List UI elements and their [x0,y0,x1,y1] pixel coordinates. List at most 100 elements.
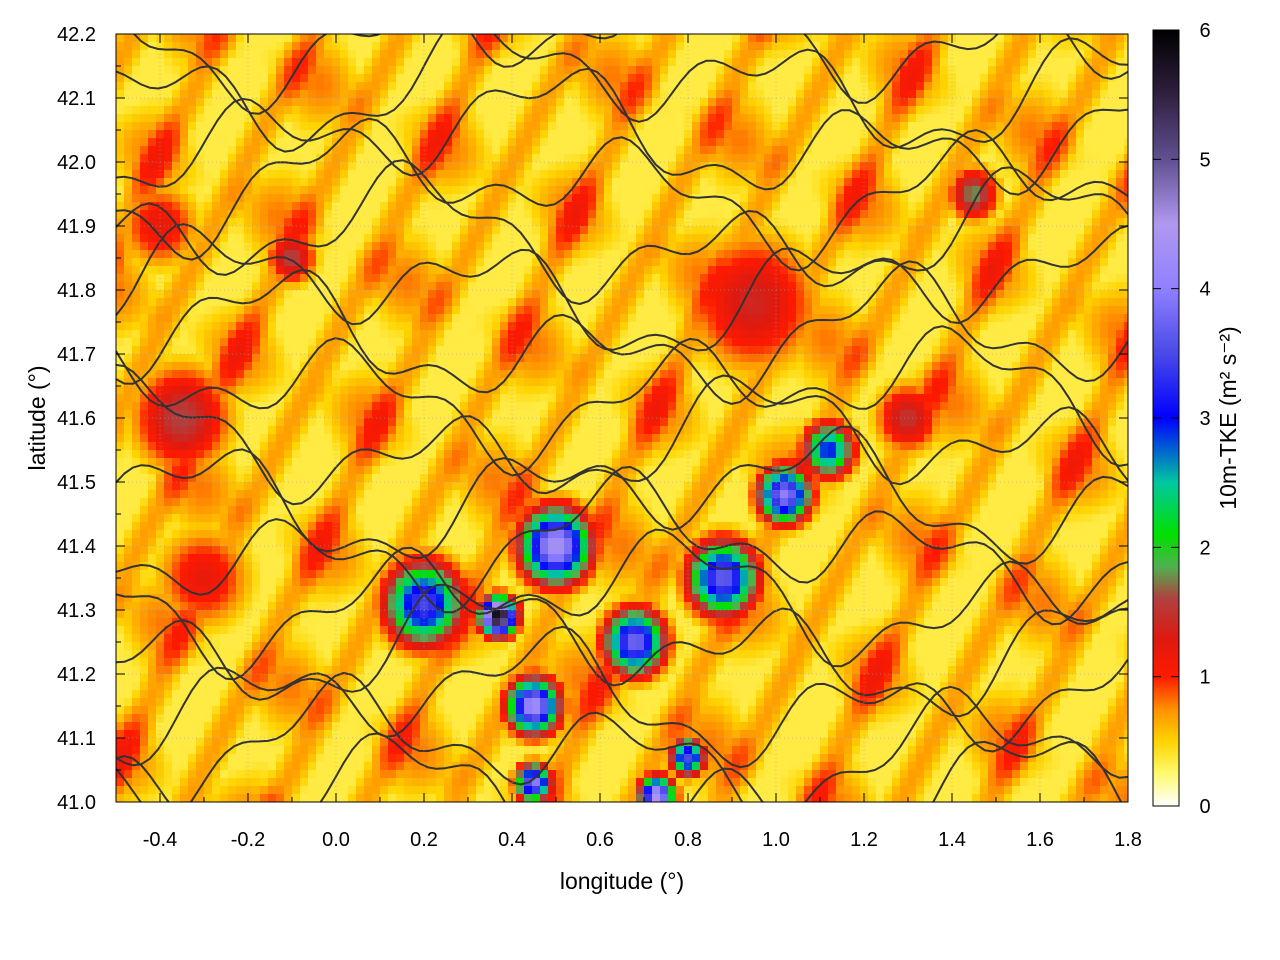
heat-cell [956,226,965,235]
heat-cell [756,338,765,347]
heat-cell [548,322,557,331]
heat-cell [412,306,421,315]
heat-cell [780,322,789,331]
heat-cell [964,138,973,147]
heat-cell [740,226,749,235]
heat-cell [364,330,373,339]
heat-cell [644,218,653,227]
heat-cell [1116,226,1125,235]
heat-cell [212,130,221,139]
heat-cell [172,122,181,131]
heat-cell [612,42,621,51]
heat-cell [524,58,533,67]
heat-cell [764,74,773,83]
heat-cell [292,122,301,131]
heat-cell [356,138,365,147]
heat-cell [1076,154,1085,163]
heat-cell [924,98,933,107]
heat-cell [748,170,757,179]
heat-cell [1028,146,1037,155]
heat-cell [132,154,141,163]
heat-cell [740,178,749,187]
heat-cell [588,218,597,227]
heat-cell [444,346,453,355]
heat-cell [1020,138,1029,147]
heat-cell [1116,194,1125,203]
heat-cell [1092,154,1101,163]
heat-cell [1084,306,1093,315]
heat-cell [1092,290,1101,299]
heat-cell [380,338,389,347]
heat-cell [380,138,389,147]
heat-cell [1052,106,1061,115]
heat-cell [1076,178,1085,187]
heat-cell [604,202,613,211]
heat-cell [812,290,821,299]
heat-cell [972,74,981,83]
heat-cell [652,210,661,219]
heat-cell [180,210,189,219]
heat-cell [124,50,133,59]
heat-cell [228,74,237,83]
heat-cell [404,290,413,299]
heat-cell [892,74,901,83]
heat-cell [412,122,421,131]
heat-cell [140,98,149,107]
heat-cell [924,282,933,291]
heat-cell [732,202,741,211]
heat-cell [668,106,677,115]
heat-cell [868,154,877,163]
heat-cell [796,314,805,323]
heat-cell [628,130,637,139]
heat-cell [1124,202,1128,211]
heat-cell [372,130,381,139]
heat-cell [852,194,861,203]
heat-cell [628,42,637,51]
heat-cell [964,226,973,235]
heat-cell [924,274,933,283]
heat-cell [796,298,805,307]
heat-cell [444,106,453,115]
heat-cell [196,138,205,147]
heat-cell [468,274,477,283]
heat-cell [996,138,1005,147]
heat-cell [476,90,485,99]
heat-cell [1044,250,1053,259]
heat-cell [612,202,621,211]
heat-cell [404,114,413,123]
heat-cell [324,338,333,347]
heat-cell [564,194,573,203]
heat-cell [1044,98,1053,107]
heat-cell [1124,210,1128,219]
heat-cell [604,178,613,187]
heat-cell [652,202,661,211]
heat-cell [1108,322,1117,331]
heat-cell [692,58,701,67]
heat-cell [988,50,997,59]
heat-cell [412,66,421,75]
heat-cell [652,98,661,107]
heat-cell [844,314,853,323]
heat-cell [660,290,669,299]
heat-cell [764,146,773,155]
heat-cell [452,266,461,275]
heat-cell [636,314,645,323]
heat-cell [892,314,901,323]
heat-cell [660,178,669,187]
heat-cell [252,66,261,75]
heat-cell [804,130,813,139]
heat-cell [916,322,925,331]
heat-cell [644,90,653,99]
heat-cell [828,90,837,99]
heat-cell [148,82,157,91]
heat-cell [388,210,397,219]
heat-cell [1060,90,1069,99]
heat-cell [516,178,525,187]
heat-cell [716,322,725,331]
heat-cell [748,338,757,347]
heat-cell [628,210,637,219]
heat-cell [668,202,677,211]
heat-cell [364,282,373,291]
heat-cell [644,74,653,83]
heat-cell [468,234,477,243]
